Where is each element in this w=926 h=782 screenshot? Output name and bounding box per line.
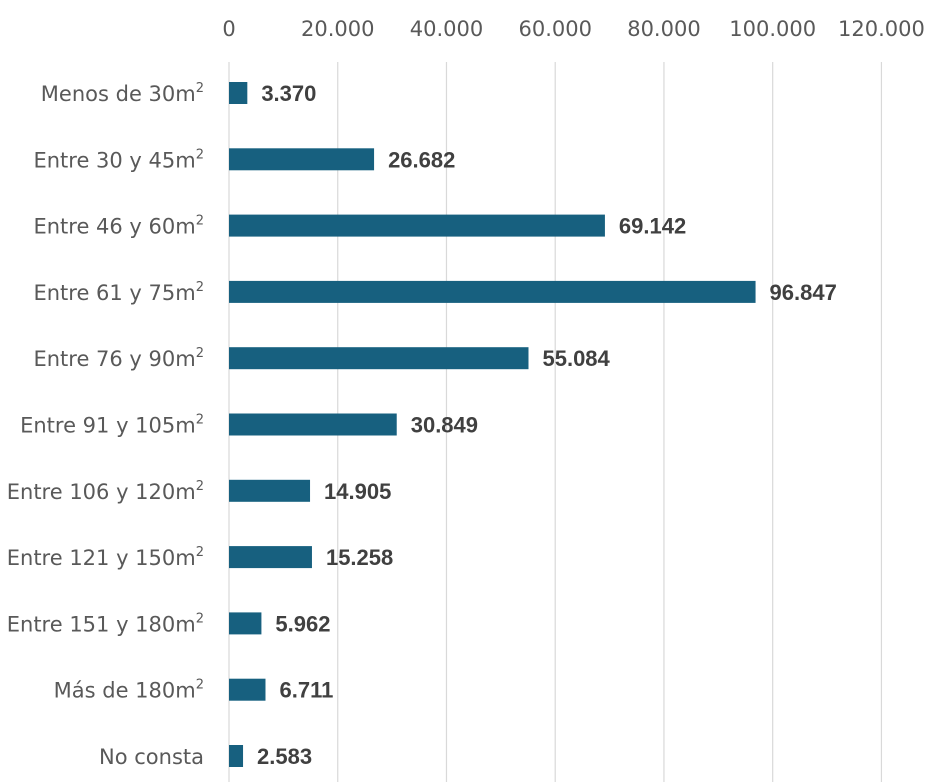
x-axis-ticks: 0 20.000 40.000 60.000 80.000 100.000 120.000 [222,17,925,41]
data-label: 15.258 [326,545,393,570]
category-label: Entre 91 y 105m2 [20,413,204,438]
bar [229,347,529,370]
category-label: Entre 151 y 180m2 [7,611,204,636]
data-label: 5.962 [275,611,330,636]
data-label: 26.682 [388,147,455,172]
bar [229,413,397,436]
category-label: Entre 76 y 90m2 [33,346,204,371]
bar [229,82,248,104]
data-labels: 3.370 26.682 69.142 96.847 55.084 30.849 14.90… [257,81,837,769]
x-tick-label: 60.000 [518,17,591,41]
gridlines [228,62,883,782]
x-tick-label: 80.000 [627,17,700,41]
category-label: Entre 121 y 150m2 [7,545,204,570]
x-tick-label: 20.000 [301,17,374,41]
bar [229,546,312,569]
category-label: Entre 61 y 75m2 [33,280,204,305]
data-label: 2.583 [257,744,312,769]
bar [229,214,605,237]
data-label: 55.084 [542,346,610,371]
x-tick-label: 40.000 [410,17,483,41]
bar [229,148,375,171]
category-label: Entre 30 y 45m2 [33,147,204,172]
category-label: Más de 180m2 [54,678,204,703]
bars [229,82,756,767]
bar [229,678,266,701]
bar [229,479,311,502]
bar [229,745,244,767]
bar [229,280,756,303]
data-label: 14.905 [324,479,391,504]
x-tick-label: 100.000 [729,17,816,41]
data-label: 96.847 [770,280,837,305]
data-label: 6.711 [279,678,333,703]
category-label: Menos de 30m2 [41,81,204,106]
bar [229,612,262,635]
category-label: No consta [99,745,204,769]
category-label: Entre 46 y 60m2 [33,214,204,239]
data-label: 30.849 [411,413,478,438]
category-labels: Menos de 30m2 Entre 30 y 45m2 Entre 46 y 6… [7,81,204,769]
data-label: 3.370 [261,81,316,106]
x-tick-label: 0 [222,17,235,41]
category-label: Entre 106 y 120m2 [7,479,204,504]
x-tick-label: 120.000 [838,17,925,41]
data-label: 69.142 [619,214,686,239]
